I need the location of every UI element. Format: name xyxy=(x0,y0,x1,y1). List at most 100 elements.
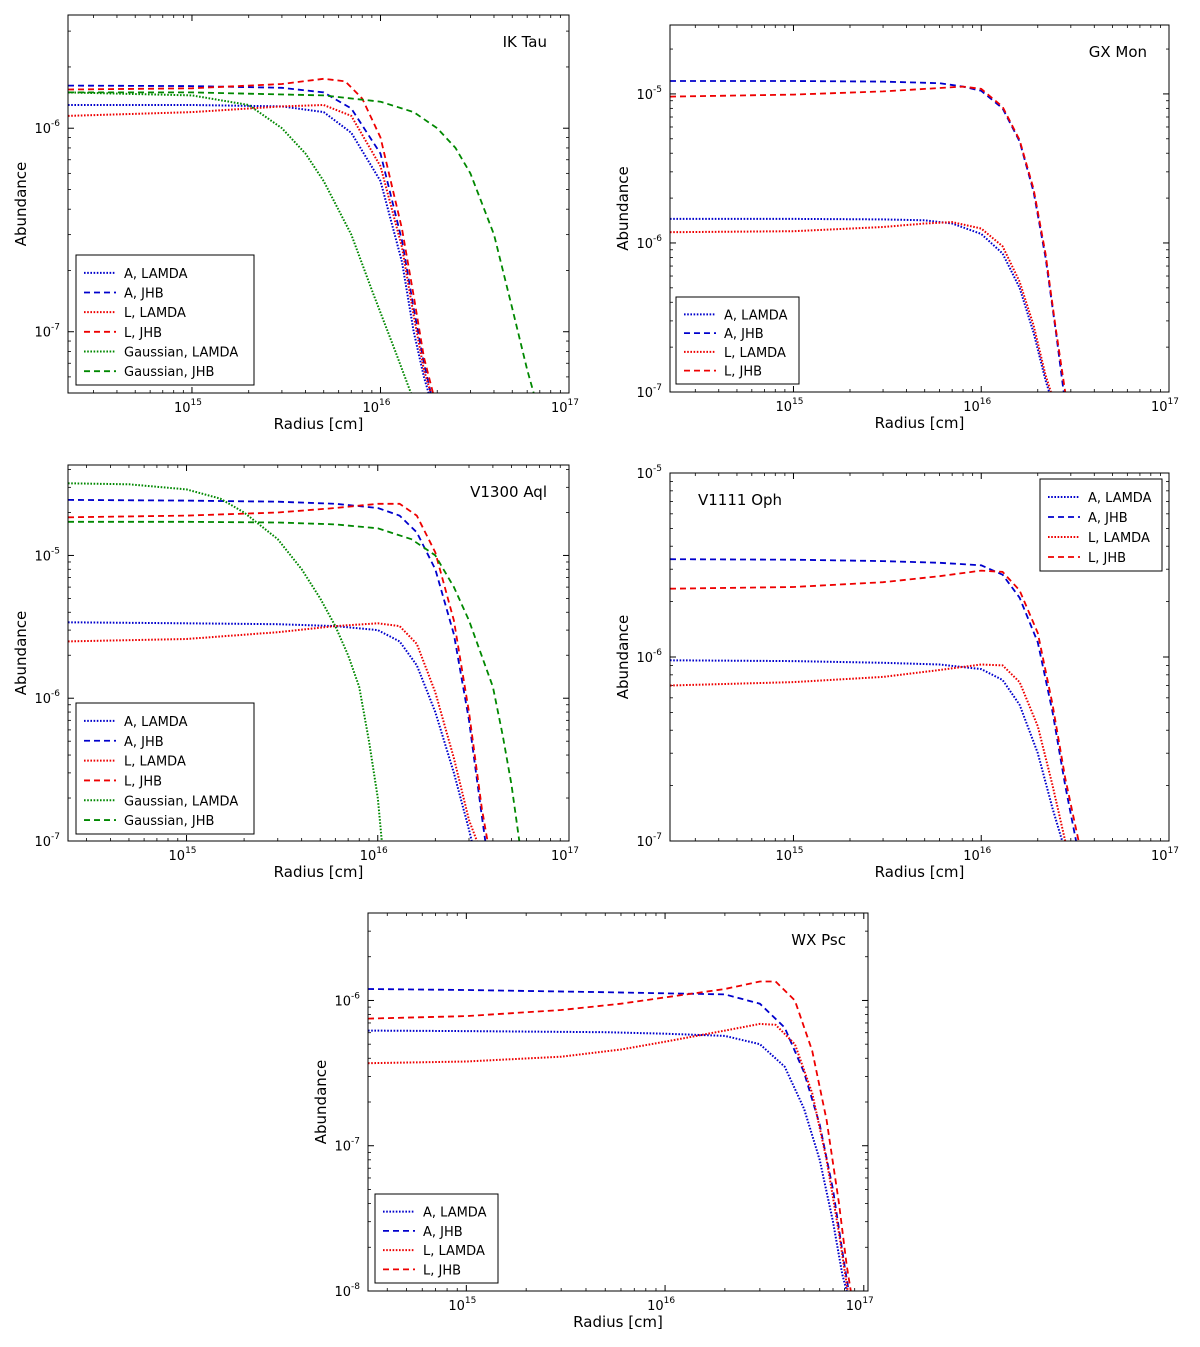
legend-label: L, JHB xyxy=(423,1263,461,1278)
legend-label: A, JHB xyxy=(724,327,764,342)
y-tick-label: 10-5 xyxy=(34,546,60,564)
x-tick-label: 1015 xyxy=(775,846,803,864)
legend-label: L, LAMDA xyxy=(124,755,186,770)
panel-title: GX Mon xyxy=(1089,43,1147,61)
chart-panel-4: 1015 1016 1017 10-5 10-6 10-7 Radius [cm] Abund… xyxy=(614,464,1179,881)
plot-frame xyxy=(67,14,570,394)
series-line-a-jhb xyxy=(68,499,487,841)
x-axis-label: Radius [cm] xyxy=(274,415,364,433)
legend-box xyxy=(675,296,800,385)
legend-label: L, JHB xyxy=(724,365,762,380)
plot-frame xyxy=(367,912,869,1292)
legend: A, LAMDA A, JHB L, LAMDA L, JHB Gaussian, LA… xyxy=(75,254,255,386)
x-tick-label: 1016 xyxy=(362,398,390,416)
y-tick-label: 10-6 xyxy=(334,991,360,1009)
legend: A, LAMDA A, JHB L, LAMDA L, JHB xyxy=(1039,478,1163,572)
x-axis-label: Radius [cm] xyxy=(875,414,965,432)
plot-frame xyxy=(669,24,1170,393)
y-tick-label: 10-6 xyxy=(636,648,662,666)
legend-label: L, LAMDA xyxy=(423,1244,485,1259)
legend-label: A, JHB xyxy=(423,1225,463,1240)
legend-label: Gaussian, LAMDA xyxy=(124,346,238,361)
panel-title: V1300 Aql xyxy=(470,483,547,501)
series-line-a-lamda xyxy=(670,659,1064,841)
legend-label: A, LAMDA xyxy=(724,308,788,323)
y-axis-label: Abundance xyxy=(12,611,30,696)
panel-title: IK Tau xyxy=(503,33,547,51)
legend-label: A, LAMDA xyxy=(1088,491,1152,506)
x-tick-label: 1017 xyxy=(551,846,579,864)
y-tick-label: 10-7 xyxy=(34,323,60,341)
y-tick-label: 10-7 xyxy=(636,832,662,850)
y-tick-label: 10-5 xyxy=(636,85,662,103)
x-tick-label: 1016 xyxy=(647,1296,675,1314)
y-axis-label: Abundance xyxy=(614,615,632,700)
x-tick-label: 1017 xyxy=(846,1296,874,1314)
legend-label: A, JHB xyxy=(1088,511,1128,526)
panel-title: WX Psc xyxy=(791,931,846,949)
x-tick-label: 1015 xyxy=(775,397,803,415)
legend: A, LAMDA A, JHB L, LAMDA L, JHB Gaussian, LA… xyxy=(75,702,255,835)
y-tick-label: 10-6 xyxy=(34,119,60,137)
legend-box xyxy=(1039,478,1163,572)
series-line-l-jhb xyxy=(368,980,852,1291)
legend-box xyxy=(374,1193,499,1284)
series-line-a-lamda xyxy=(670,217,1051,392)
series-line-a-jhb xyxy=(368,988,850,1291)
x-tick-label: 1017 xyxy=(1151,397,1179,415)
series-line-l-jhb xyxy=(670,85,1067,392)
x-axis-label: Radius [cm] xyxy=(875,863,965,881)
series-line-l-lamda xyxy=(368,1022,849,1291)
legend-label: A, LAMDA xyxy=(423,1206,487,1221)
legend-label: Gaussian, JHB xyxy=(124,814,214,829)
y-tick-label: 10-5 xyxy=(636,464,662,482)
series-line-a-jhb xyxy=(68,84,432,393)
legend: A, LAMDA A, JHB L, LAMDA L, JHB xyxy=(675,296,800,385)
panel-title: V1111 Oph xyxy=(698,491,782,509)
chart-panel-3: 1015 1016 1017 10-5 10-6 10-7 Radius [cm] Abund… xyxy=(12,464,579,881)
y-axis-label: Abundance xyxy=(614,166,632,251)
chart-panel-1: 1015 1016 1017 10-6 10-7 Radius [cm] Abundance… xyxy=(12,14,579,433)
legend-label: Gaussian, LAMDA xyxy=(124,794,238,809)
plot-frame xyxy=(67,464,570,842)
x-tick-label: 1015 xyxy=(169,846,197,864)
legend-label: L, LAMDA xyxy=(1088,531,1150,546)
y-tick-label: 10-6 xyxy=(636,234,662,252)
series-line-gaussian-lamda xyxy=(68,91,412,393)
chart-panel-2: 1015 1016 1017 10-5 10-6 10-7 Radius [cm] Abund… xyxy=(614,24,1179,432)
series-line-gaussian-jhb xyxy=(68,520,521,841)
x-tick-label: 1015 xyxy=(448,1296,476,1314)
chart-panel-5: 1015 1016 1017 10-6 10-7 10-8 Radius [cm] Abund… xyxy=(312,912,874,1331)
series-line-l-lamda xyxy=(670,221,1052,392)
series-line-a-lamda xyxy=(68,621,473,841)
series-line-a-jhb xyxy=(670,80,1065,392)
x-tick-label: 1016 xyxy=(360,846,388,864)
legend-box xyxy=(75,254,255,386)
legend-label: A, JHB xyxy=(124,287,164,302)
legend-label: A, LAMDA xyxy=(124,715,188,730)
x-tick-label: 1015 xyxy=(174,398,202,416)
series-line-l-lamda xyxy=(670,663,1067,841)
legend-label: A, JHB xyxy=(124,735,164,750)
y-tick-label: 10-7 xyxy=(34,832,60,850)
y-tick-label: 10-7 xyxy=(334,1137,360,1155)
legend: A, LAMDA A, JHB L, LAMDA L, JHB xyxy=(374,1193,499,1284)
legend-label: L, JHB xyxy=(124,774,162,789)
series-line-l-jhb xyxy=(68,77,434,393)
legend-label: L, JHB xyxy=(1088,551,1126,566)
x-tick-label: 1016 xyxy=(963,846,991,864)
series-line-l-jhb xyxy=(68,502,489,841)
y-tick-label: 10-8 xyxy=(334,1282,360,1300)
x-tick-label: 1017 xyxy=(1151,846,1179,864)
series-line-gaussian-lamda xyxy=(68,482,383,841)
legend-label: Gaussian, JHB xyxy=(124,365,214,380)
legend-label: L, LAMDA xyxy=(724,346,786,361)
x-tick-label: 1017 xyxy=(551,398,579,416)
series-line-l-jhb xyxy=(670,569,1080,841)
series-line-a-jhb xyxy=(670,558,1077,841)
y-tick-label: 10-7 xyxy=(636,383,662,401)
y-axis-label: Abundance xyxy=(12,162,30,247)
legend-label: A, LAMDA xyxy=(124,267,188,282)
series-line-gaussian-jhb xyxy=(68,91,535,393)
